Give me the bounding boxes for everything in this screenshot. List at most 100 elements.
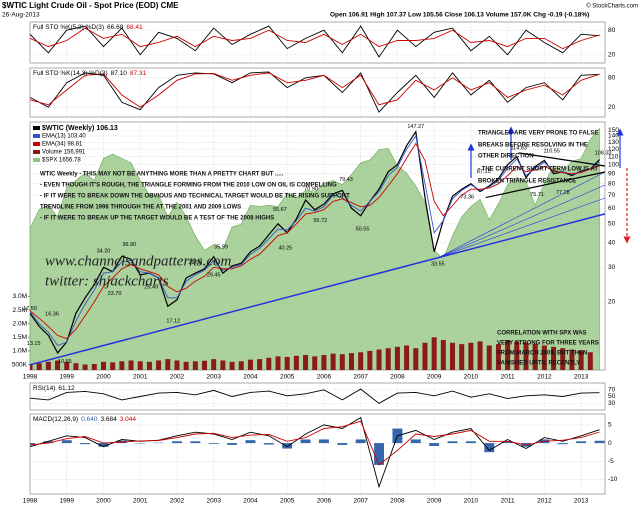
x-tick-label: 2001	[133, 374, 148, 381]
volume-bar	[569, 349, 575, 370]
y-tick-label: 150	[608, 127, 619, 134]
point-label: 73.36	[460, 195, 474, 201]
plot-area: 20 80 Full STO %K(5,3) %D(3) 66.68 68.41 20 80…	[12, 21, 619, 505]
legend-swatch	[33, 142, 40, 146]
x-tick-label: 2007	[353, 498, 368, 505]
volume-bar	[358, 352, 364, 370]
note: - THE CURRENT SHORT TERM LOW IS AT	[478, 167, 598, 173]
legend-entry: EMA(34) 98.81	[42, 142, 83, 148]
volume-bar	[73, 363, 79, 370]
histogram-bar	[374, 443, 384, 465]
x-tick-label: 2005	[280, 374, 295, 381]
volume-bar	[330, 353, 336, 370]
volume-bar	[394, 346, 400, 370]
panel-plot	[30, 22, 605, 63]
volume-bar	[367, 350, 373, 370]
volume-bar	[36, 363, 42, 370]
line	[30, 27, 600, 50]
volume-bar	[597, 370, 602, 374]
volume-bar	[183, 361, 189, 370]
fan-line	[437, 171, 606, 259]
histogram-bar	[594, 440, 605, 444]
volume-bar	[385, 348, 391, 370]
volume-bar	[541, 345, 547, 370]
panel-plot	[30, 122, 605, 374]
x-tick-label: 2008	[390, 498, 405, 505]
legend-entry: $SPX 1656.78	[42, 158, 81, 164]
note: - EVEN THOUGH IT'S ROUGH, THE TRIANGLE F…	[40, 183, 337, 189]
volume-bar	[247, 359, 253, 370]
volume-bar	[275, 356, 281, 370]
y-tick-label: 80	[608, 75, 616, 82]
triangle-line	[485, 171, 606, 199]
x-tick-label: 2002	[170, 498, 185, 505]
x-tick-label: 2007	[353, 374, 368, 381]
x-tick-label: 1999	[60, 498, 75, 505]
histogram-bar	[245, 440, 256, 444]
histogram-bar	[43, 441, 54, 444]
note: BROKEN TRIANGLE RESISTANCE	[478, 179, 576, 185]
volume-bar	[514, 341, 520, 370]
y-tick-label: 120	[608, 146, 619, 153]
panel-title: Full STO %K(5,3) %D(3)	[33, 24, 104, 31]
y2-tick-label: 2.5M	[13, 307, 27, 314]
point-label: 55.67	[273, 207, 287, 213]
panel-plot	[30, 68, 605, 117]
y2-tick-label: 1.0M	[13, 348, 27, 355]
volume-bar	[450, 342, 456, 370]
panel-plot	[30, 414, 605, 494]
volume-bar	[100, 361, 106, 370]
x-tick-label: 2009	[427, 374, 442, 381]
volume-bar	[128, 360, 134, 370]
y-tick-label: -10	[608, 476, 618, 483]
point-label: 29.45	[207, 272, 221, 278]
point-label: 114.83	[510, 145, 526, 151]
y-tick-label: 90	[608, 170, 616, 177]
histogram-bar	[227, 443, 238, 445]
note: CORRELATION WITH SPX WAS	[497, 331, 587, 337]
volume-bar	[440, 340, 446, 370]
line	[30, 130, 600, 354]
note: VERY STRONG FOR THREE YEARS	[497, 341, 599, 347]
histogram-bar	[447, 441, 458, 444]
volume-bar	[257, 359, 263, 370]
volume-bar	[192, 361, 198, 370]
volume-bar	[30, 364, 33, 370]
point-label: 50.55	[356, 226, 370, 232]
y-tick-label: 140	[608, 133, 619, 140]
volume-bar	[284, 356, 290, 370]
volume-bar	[55, 360, 61, 370]
y-tick-label: 60	[608, 205, 616, 212]
point-label: 33.55	[431, 261, 445, 267]
x-tick-label: 2013	[574, 374, 589, 381]
x-tick-label: 2012	[537, 498, 552, 505]
point-label: 25.49	[144, 285, 158, 291]
y-tick-label: 20	[608, 299, 616, 306]
note: VANISHED UNTIL RECENTLY	[497, 361, 580, 367]
volume-bar	[348, 353, 354, 370]
y-tick-label: 40	[608, 240, 616, 247]
quote: Open 106.91 High 107.37 Low 105.56 Close…	[330, 12, 589, 19]
volume-bar	[505, 340, 511, 370]
x-tick-label: 1999	[60, 374, 75, 381]
x-tick-label: 2010	[464, 374, 479, 381]
histogram-bar	[318, 439, 329, 444]
y-tick-label: 50	[608, 221, 616, 228]
chart-title: $WTIC Light Crude Oil - Spot Price (EOD)…	[2, 1, 179, 10]
legend-entry: 61.12	[58, 385, 75, 392]
panel-title: MACD(12,26,9)	[33, 416, 78, 423]
volume-bar	[523, 342, 529, 370]
volume-bar	[119, 361, 125, 370]
legend-swatch	[33, 150, 40, 154]
volume-bar	[551, 346, 557, 370]
histogram-bar	[484, 443, 495, 453]
point-label: 17.12	[166, 319, 180, 325]
point-label: 13.15	[27, 341, 41, 347]
x-tick-label: 2001	[133, 498, 148, 505]
volume-bar	[468, 342, 474, 370]
legend-entry: 87.31	[130, 70, 147, 77]
legend-entry: 68.41	[126, 24, 143, 31]
point-label: 147.27	[407, 124, 424, 130]
x-tick-label: 2006	[317, 374, 332, 381]
y-tick-label: 100	[608, 161, 619, 168]
